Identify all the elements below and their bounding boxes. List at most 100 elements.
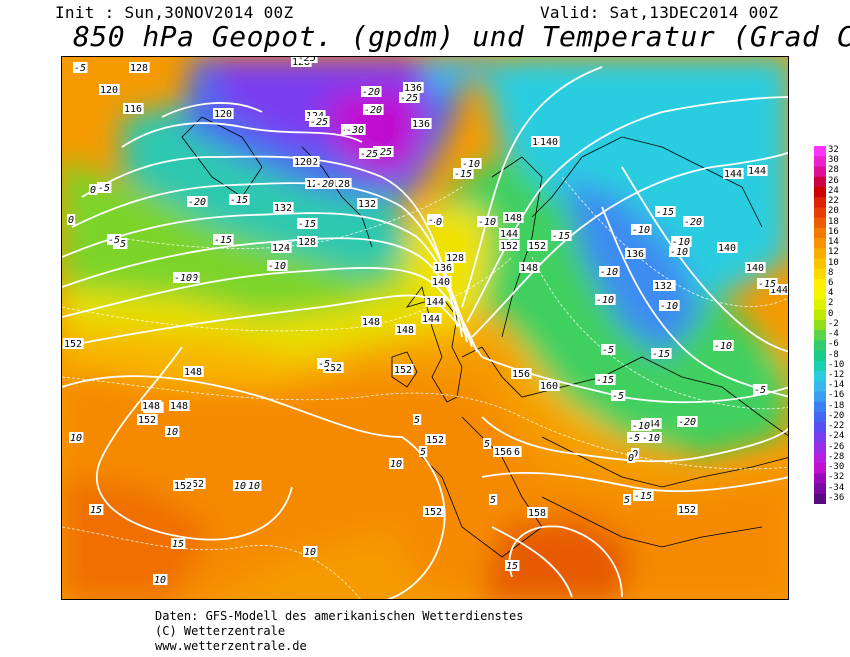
temperature-label: -30 — [346, 125, 364, 136]
legend-value: 0 — [828, 308, 834, 319]
geopotential-label-bg — [63, 338, 84, 349]
geopotential-label-bg — [99, 84, 120, 95]
geopotential-label: 152 — [64, 339, 82, 350]
legend-swatch — [814, 401, 826, 413]
geopotential-label: 132 — [358, 199, 376, 210]
temperature-label-bg — [107, 234, 122, 245]
temperature-label: -5 — [74, 63, 86, 74]
temperature-label-bg — [477, 216, 498, 227]
geopotential-label-bg — [423, 506, 444, 517]
temperature-label-bg — [69, 432, 84, 443]
legend-swatch — [814, 268, 826, 280]
temperature-label: 5 — [624, 495, 630, 506]
legend-swatch — [814, 238, 826, 249]
geopotential-label: 148 — [170, 401, 188, 412]
temperature-label: -5 — [428, 215, 440, 226]
geopotential-label: 160 — [540, 381, 558, 392]
temperature-label: -15 — [656, 207, 674, 218]
legend-swatch — [814, 289, 826, 300]
legend-value: 14 — [828, 237, 839, 248]
geopotential-label: 156 — [494, 447, 512, 458]
temperature-label-bg — [633, 490, 654, 501]
temperature-label-bg — [73, 62, 88, 73]
temperature-label-bg — [713, 340, 734, 351]
geopotential-label: 148 — [142, 401, 160, 412]
temperature-label: -5 — [98, 183, 110, 194]
geopotential-label-bg — [499, 228, 520, 239]
geopotential-label: 158 — [528, 508, 546, 519]
geopotential-label-bg — [173, 480, 194, 491]
legend-value: 28 — [828, 165, 839, 176]
temperature-label-bg — [677, 416, 698, 427]
geopotential-label-bg — [769, 284, 788, 295]
geopotential-label: 132 — [654, 281, 672, 292]
geopotential-label: 148 — [520, 263, 538, 274]
temperature-label-bg — [489, 494, 498, 505]
geopotential-label-bg — [653, 280, 674, 291]
legend-swatch — [814, 197, 826, 208]
geopotential-label: 144 — [422, 314, 440, 325]
geopotential-label-bg — [393, 364, 414, 375]
geopotential-label-bg — [539, 136, 560, 147]
geopotential-label-bg — [357, 198, 378, 209]
geopotential-label-bg — [403, 82, 424, 93]
temperature-label-bg — [345, 124, 366, 135]
temperature-label: 0 — [436, 217, 442, 228]
temperature-label: -25 — [360, 149, 378, 160]
geopotential-label: 148 — [396, 325, 414, 336]
footer-copyright: (C) Wetterzentrale — [155, 624, 286, 638]
temperature-label-bg — [309, 116, 330, 127]
geopotential-label: 120 — [214, 109, 232, 120]
geopotential-label: 132 — [274, 203, 292, 214]
geopotential-label: 144 — [748, 166, 766, 177]
weather-map: 1281281201161201241321321361361201241281… — [61, 56, 789, 600]
temperature-label-bg — [315, 178, 336, 189]
temperature-label-bg — [173, 272, 194, 283]
legend-value: -36 — [828, 492, 845, 503]
legend-value: -18 — [828, 400, 845, 411]
legend-swatch — [814, 248, 826, 260]
temperature-label: -15 — [596, 375, 614, 386]
temperature-label: -10 — [462, 159, 480, 170]
temperature-label: 0 — [628, 453, 634, 464]
temperature-label: 5 — [420, 447, 426, 458]
temperature-label: -15 — [552, 231, 570, 242]
legend-swatch — [814, 340, 826, 352]
geopotential-label-bg — [747, 165, 768, 176]
legend-swatch — [814, 258, 826, 270]
geopotential-label: 152 — [678, 505, 696, 516]
geopotential-label: 148 — [184, 367, 202, 378]
legend-swatch — [814, 452, 826, 464]
geopotential-label: 144 — [500, 229, 518, 240]
temperature-label-bg — [655, 206, 676, 217]
temperature-label: -10 — [642, 433, 660, 444]
geopotential-label-bg — [395, 324, 416, 335]
geopotential-label: 140 — [746, 263, 764, 274]
geopotential-label-bg — [129, 62, 150, 73]
temperature-color-legend — [814, 146, 826, 504]
legend-swatch — [814, 227, 826, 239]
temperature-label: -10 — [600, 267, 618, 278]
temperature-label-bg — [623, 494, 632, 505]
temperature-label: -10 — [268, 261, 286, 272]
temperature-label-bg — [601, 344, 616, 355]
geopotential-label-bg — [137, 414, 158, 425]
geopotential-label: 152 — [186, 479, 204, 490]
geopotential-label-bg — [745, 262, 766, 273]
footer-data-source: Daten: GFS-Modell des amerikanischen Wet… — [155, 609, 524, 623]
geopotential-label: 140 — [718, 243, 736, 254]
temperature-label: -25 — [374, 147, 392, 158]
geopotential-label-bg — [271, 242, 292, 253]
temperature-label: 0 — [90, 185, 96, 196]
geopotential-label: 116 — [124, 104, 142, 115]
geopotential-label: 140 — [540, 137, 558, 148]
temperature-label: -10 — [670, 247, 688, 258]
geopotential-label: 124 — [272, 243, 290, 254]
temperature-label: 5 — [414, 415, 420, 426]
temperature-label: 5 — [484, 439, 490, 450]
geopotential-label-bg — [503, 212, 524, 223]
geopotential-label: 144 — [426, 297, 444, 308]
legend-value: -22 — [828, 421, 845, 432]
legend-swatch — [814, 493, 826, 504]
temperature-label: 10 — [70, 433, 82, 444]
